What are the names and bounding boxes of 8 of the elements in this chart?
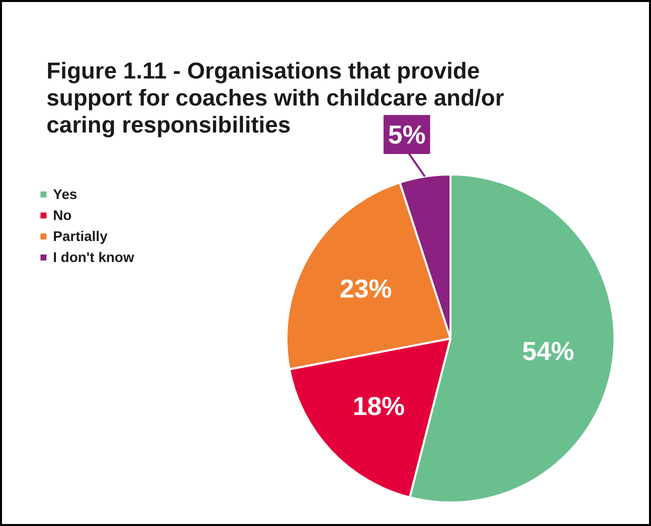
legend-label: Yes — [53, 186, 78, 202]
legend-label: No — [53, 207, 73, 223]
data-label: 5% — [388, 120, 426, 150]
legend-label: Partially — [53, 228, 108, 244]
data-label: 54% — [522, 336, 574, 366]
data-label: 23% — [340, 273, 392, 304]
legend-label: I don't know — [53, 249, 134, 265]
data-label: 18% — [352, 390, 405, 421]
